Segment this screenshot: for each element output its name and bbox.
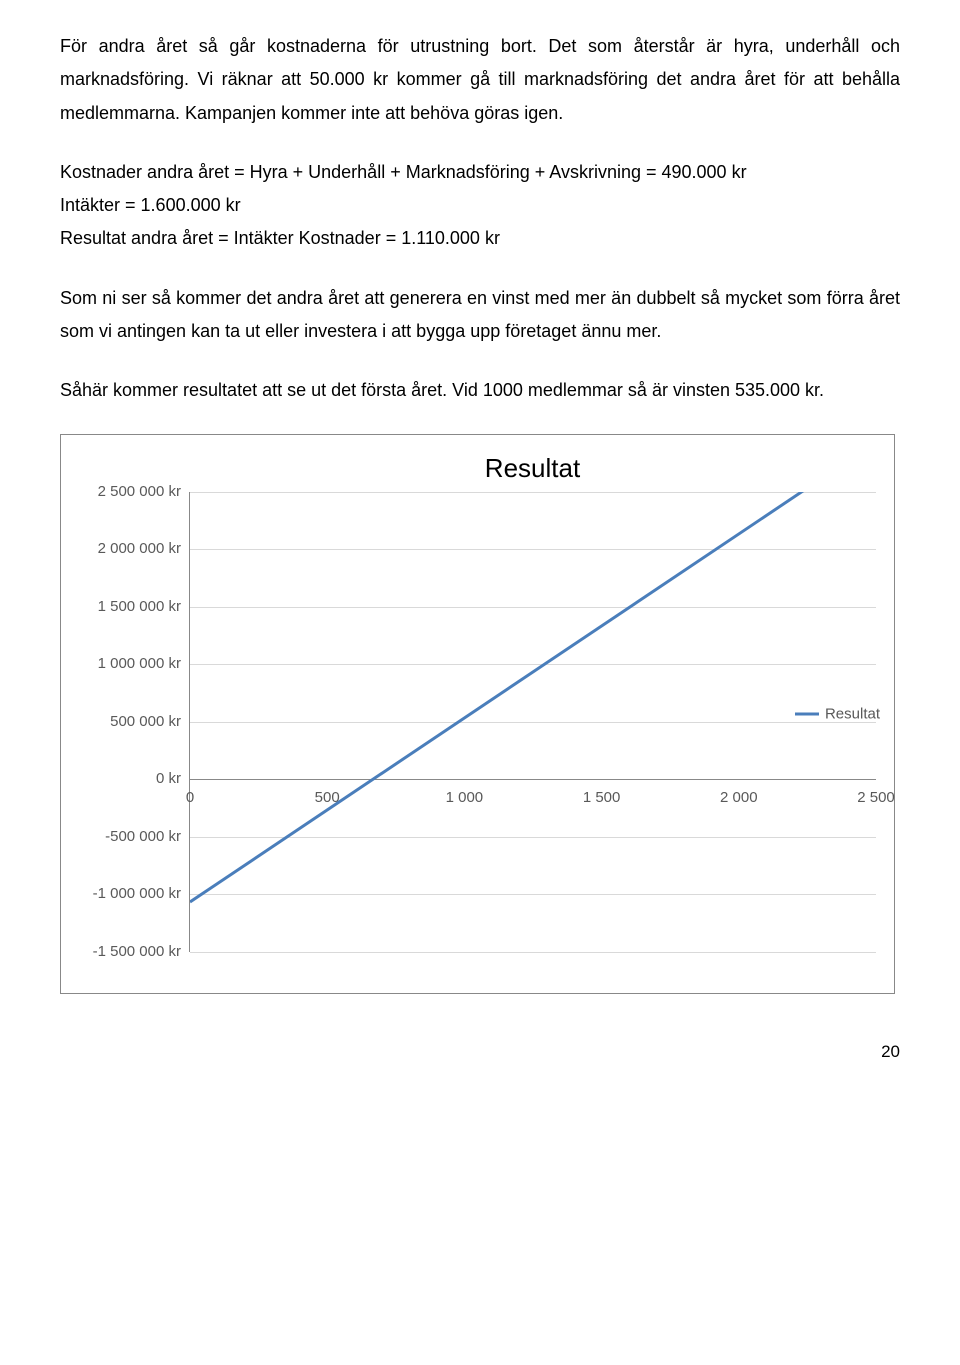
- result-chart: Resultat 2 500 000 kr 2 000 000 kr 1 500…: [60, 434, 895, 994]
- gridline: [190, 952, 876, 953]
- p2-line2: Intäkter = 1.600.000 kr: [60, 189, 900, 222]
- ylabel-4: 500 000 kr: [110, 714, 181, 729]
- p2-line1: Kostnader andra året = Hyra + Underhåll …: [60, 156, 900, 189]
- chart-title: Resultat: [189, 453, 876, 484]
- legend-swatch: [795, 712, 819, 715]
- ylabel-0: 2 500 000 kr: [98, 484, 181, 499]
- page-number: 20: [60, 1042, 900, 1062]
- ylabel-7: -1 000 000 kr: [93, 886, 181, 901]
- paragraph-2: Kostnader andra året = Hyra + Underhåll …: [60, 156, 900, 256]
- paragraph-3: Som ni ser så kommer det andra året att …: [60, 282, 900, 349]
- ylabel-3: 1 000 000 kr: [98, 656, 181, 671]
- ylabel-5: 0 kr: [156, 771, 181, 786]
- chart-body: 2 500 000 kr 2 000 000 kr 1 500 000 kr 1…: [79, 492, 876, 952]
- paragraph-1: För andra året så går kostnaderna för ut…: [60, 30, 900, 130]
- ylabel-8: -1 500 000 kr: [93, 944, 181, 959]
- series-line: [190, 492, 876, 952]
- plot-wrap: 05001 0001 5002 0002 500: [189, 492, 876, 952]
- ylabel-1: 2 000 000 kr: [98, 541, 181, 556]
- plot-area: 05001 0001 5002 0002 500: [189, 492, 876, 952]
- p2-line3: Resultat andra året = Intäkter Kostnader…: [60, 222, 900, 255]
- ylabel-6: -500 000 kr: [105, 829, 181, 844]
- legend-label: Resultat: [825, 705, 880, 722]
- y-axis-labels: 2 500 000 kr 2 000 000 kr 1 500 000 kr 1…: [79, 492, 189, 952]
- ylabel-2: 1 500 000 kr: [98, 599, 181, 614]
- chart-legend: Resultat: [795, 705, 880, 722]
- paragraph-4: Såhär kommer resultatet att se ut det fö…: [60, 374, 900, 407]
